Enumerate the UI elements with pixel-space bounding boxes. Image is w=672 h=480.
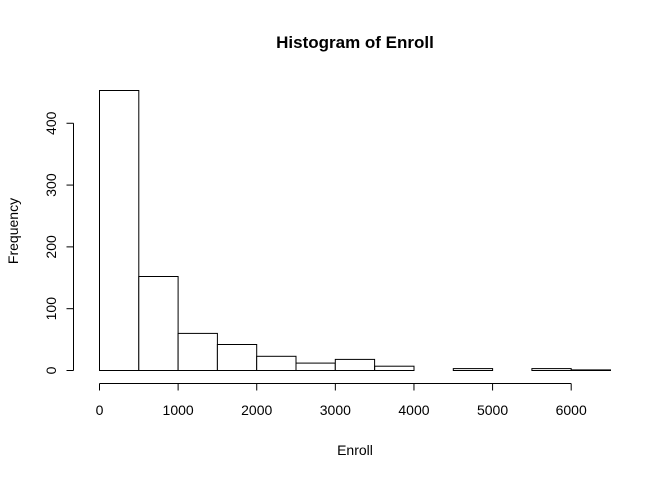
bars-group — [99, 90, 612, 372]
y-tick-label: 200 — [43, 235, 59, 259]
histogram-bar — [570, 369, 612, 371]
histogram-bar — [374, 365, 415, 372]
y-tick-label: 0 — [43, 366, 59, 374]
x-tick-label: 0 — [96, 402, 104, 418]
x-tick-label: 3000 — [320, 402, 351, 418]
histogram-bar — [334, 358, 376, 371]
chart-title: Histogram of Enroll — [276, 33, 434, 52]
histogram-bar — [295, 362, 336, 372]
histogram-bar — [452, 368, 494, 372]
x-tick-label: 5000 — [477, 402, 508, 418]
y-tick-label: 400 — [43, 111, 59, 135]
histogram-bar — [256, 355, 297, 371]
y-axis: 0 100 200 300 400 — [43, 111, 74, 374]
x-tick-label: 6000 — [556, 402, 587, 418]
y-axis-label: Frequency — [5, 198, 21, 264]
histogram-bar — [99, 90, 140, 371]
x-tick-label: 4000 — [398, 402, 429, 418]
histogram-bar — [531, 368, 572, 372]
histogram-bar — [216, 344, 258, 371]
x-axis: 0 1000 2000 3000 4000 5000 6000 — [96, 383, 587, 418]
histogram-bar — [138, 276, 179, 371]
y-tick-label: 100 — [43, 297, 59, 321]
histogram-bar — [177, 332, 218, 371]
x-tick-label: 2000 — [241, 402, 272, 418]
x-axis-label: Enroll — [337, 442, 373, 458]
x-tick-label: 1000 — [163, 402, 194, 418]
y-tick-label: 300 — [43, 173, 59, 197]
